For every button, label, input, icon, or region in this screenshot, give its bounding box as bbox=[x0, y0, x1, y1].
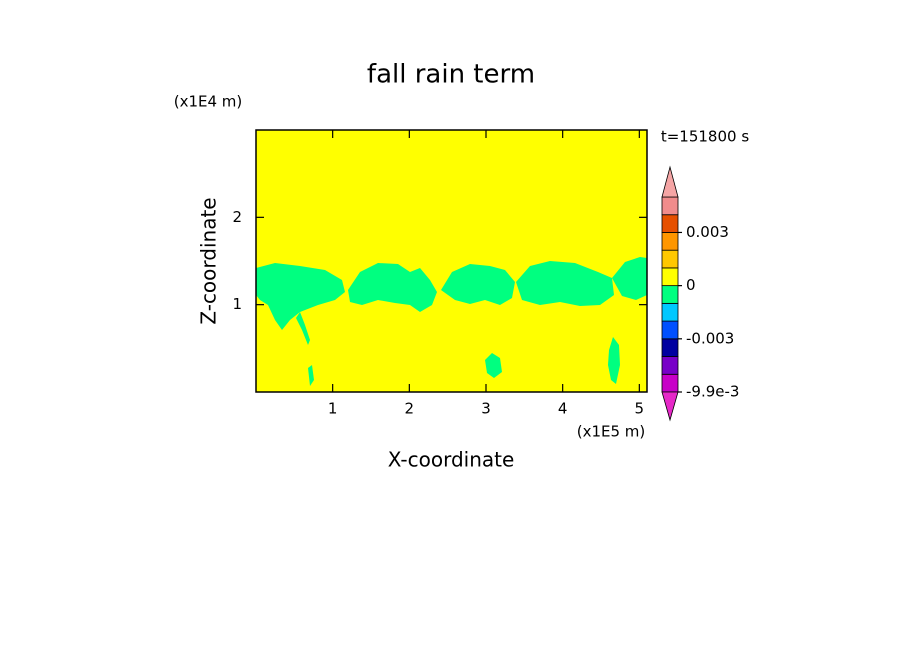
colorbar-extend-under bbox=[661, 391, 679, 422]
contour-region bbox=[296, 312, 310, 345]
annotation: t=151800 s bbox=[661, 128, 749, 146]
y-unit: (x1E4 m) bbox=[174, 93, 243, 111]
colorbar-box bbox=[661, 214, 679, 233]
x-tick-label: 2 bbox=[405, 400, 415, 418]
contour-region bbox=[441, 264, 515, 305]
contour-region bbox=[612, 257, 647, 300]
colorbar-box bbox=[661, 285, 679, 304]
x-axis-label: X-coordinate bbox=[388, 448, 515, 472]
contour-regions bbox=[256, 257, 647, 386]
colorbar-box bbox=[661, 232, 679, 251]
colorbar-box bbox=[661, 320, 679, 340]
colorbar-tick-label: -0.003 bbox=[686, 329, 734, 347]
y-axis-label: Z-coordinate bbox=[197, 197, 221, 324]
colorbar-tick-label: 0.003 bbox=[686, 223, 729, 241]
contour-region bbox=[516, 261, 614, 306]
contour-region bbox=[256, 263, 345, 330]
colorbar-box bbox=[661, 196, 679, 216]
x-tick-label: 3 bbox=[481, 400, 491, 418]
plot-frame bbox=[255, 129, 648, 393]
colorbar-box bbox=[661, 267, 679, 287]
colorbar-extend-over bbox=[661, 165, 679, 198]
contour-region bbox=[348, 263, 437, 312]
colorbar-box bbox=[661, 373, 679, 393]
chart-title: fall rain term bbox=[367, 60, 535, 90]
x-tick-label: 4 bbox=[558, 400, 568, 418]
contour-region bbox=[308, 365, 314, 386]
contour-region bbox=[608, 337, 620, 384]
x-tick-label: 5 bbox=[635, 400, 645, 418]
colorbar-tick-label: 0 bbox=[686, 276, 696, 294]
y-tick-label: 1 bbox=[232, 295, 242, 313]
colorbar-box bbox=[661, 302, 679, 322]
contour-region bbox=[485, 353, 502, 378]
colorbar-box bbox=[661, 338, 679, 357]
colorbar-tick-label: -9.9e-3 bbox=[686, 383, 739, 401]
y-tick-label: 2 bbox=[232, 208, 242, 226]
colorbar-box bbox=[661, 249, 679, 269]
field-background bbox=[256, 130, 647, 392]
x-tick-label: 1 bbox=[328, 400, 338, 418]
x-unit: (x1E5 m) bbox=[577, 423, 646, 441]
colorbar-box bbox=[661, 356, 679, 375]
